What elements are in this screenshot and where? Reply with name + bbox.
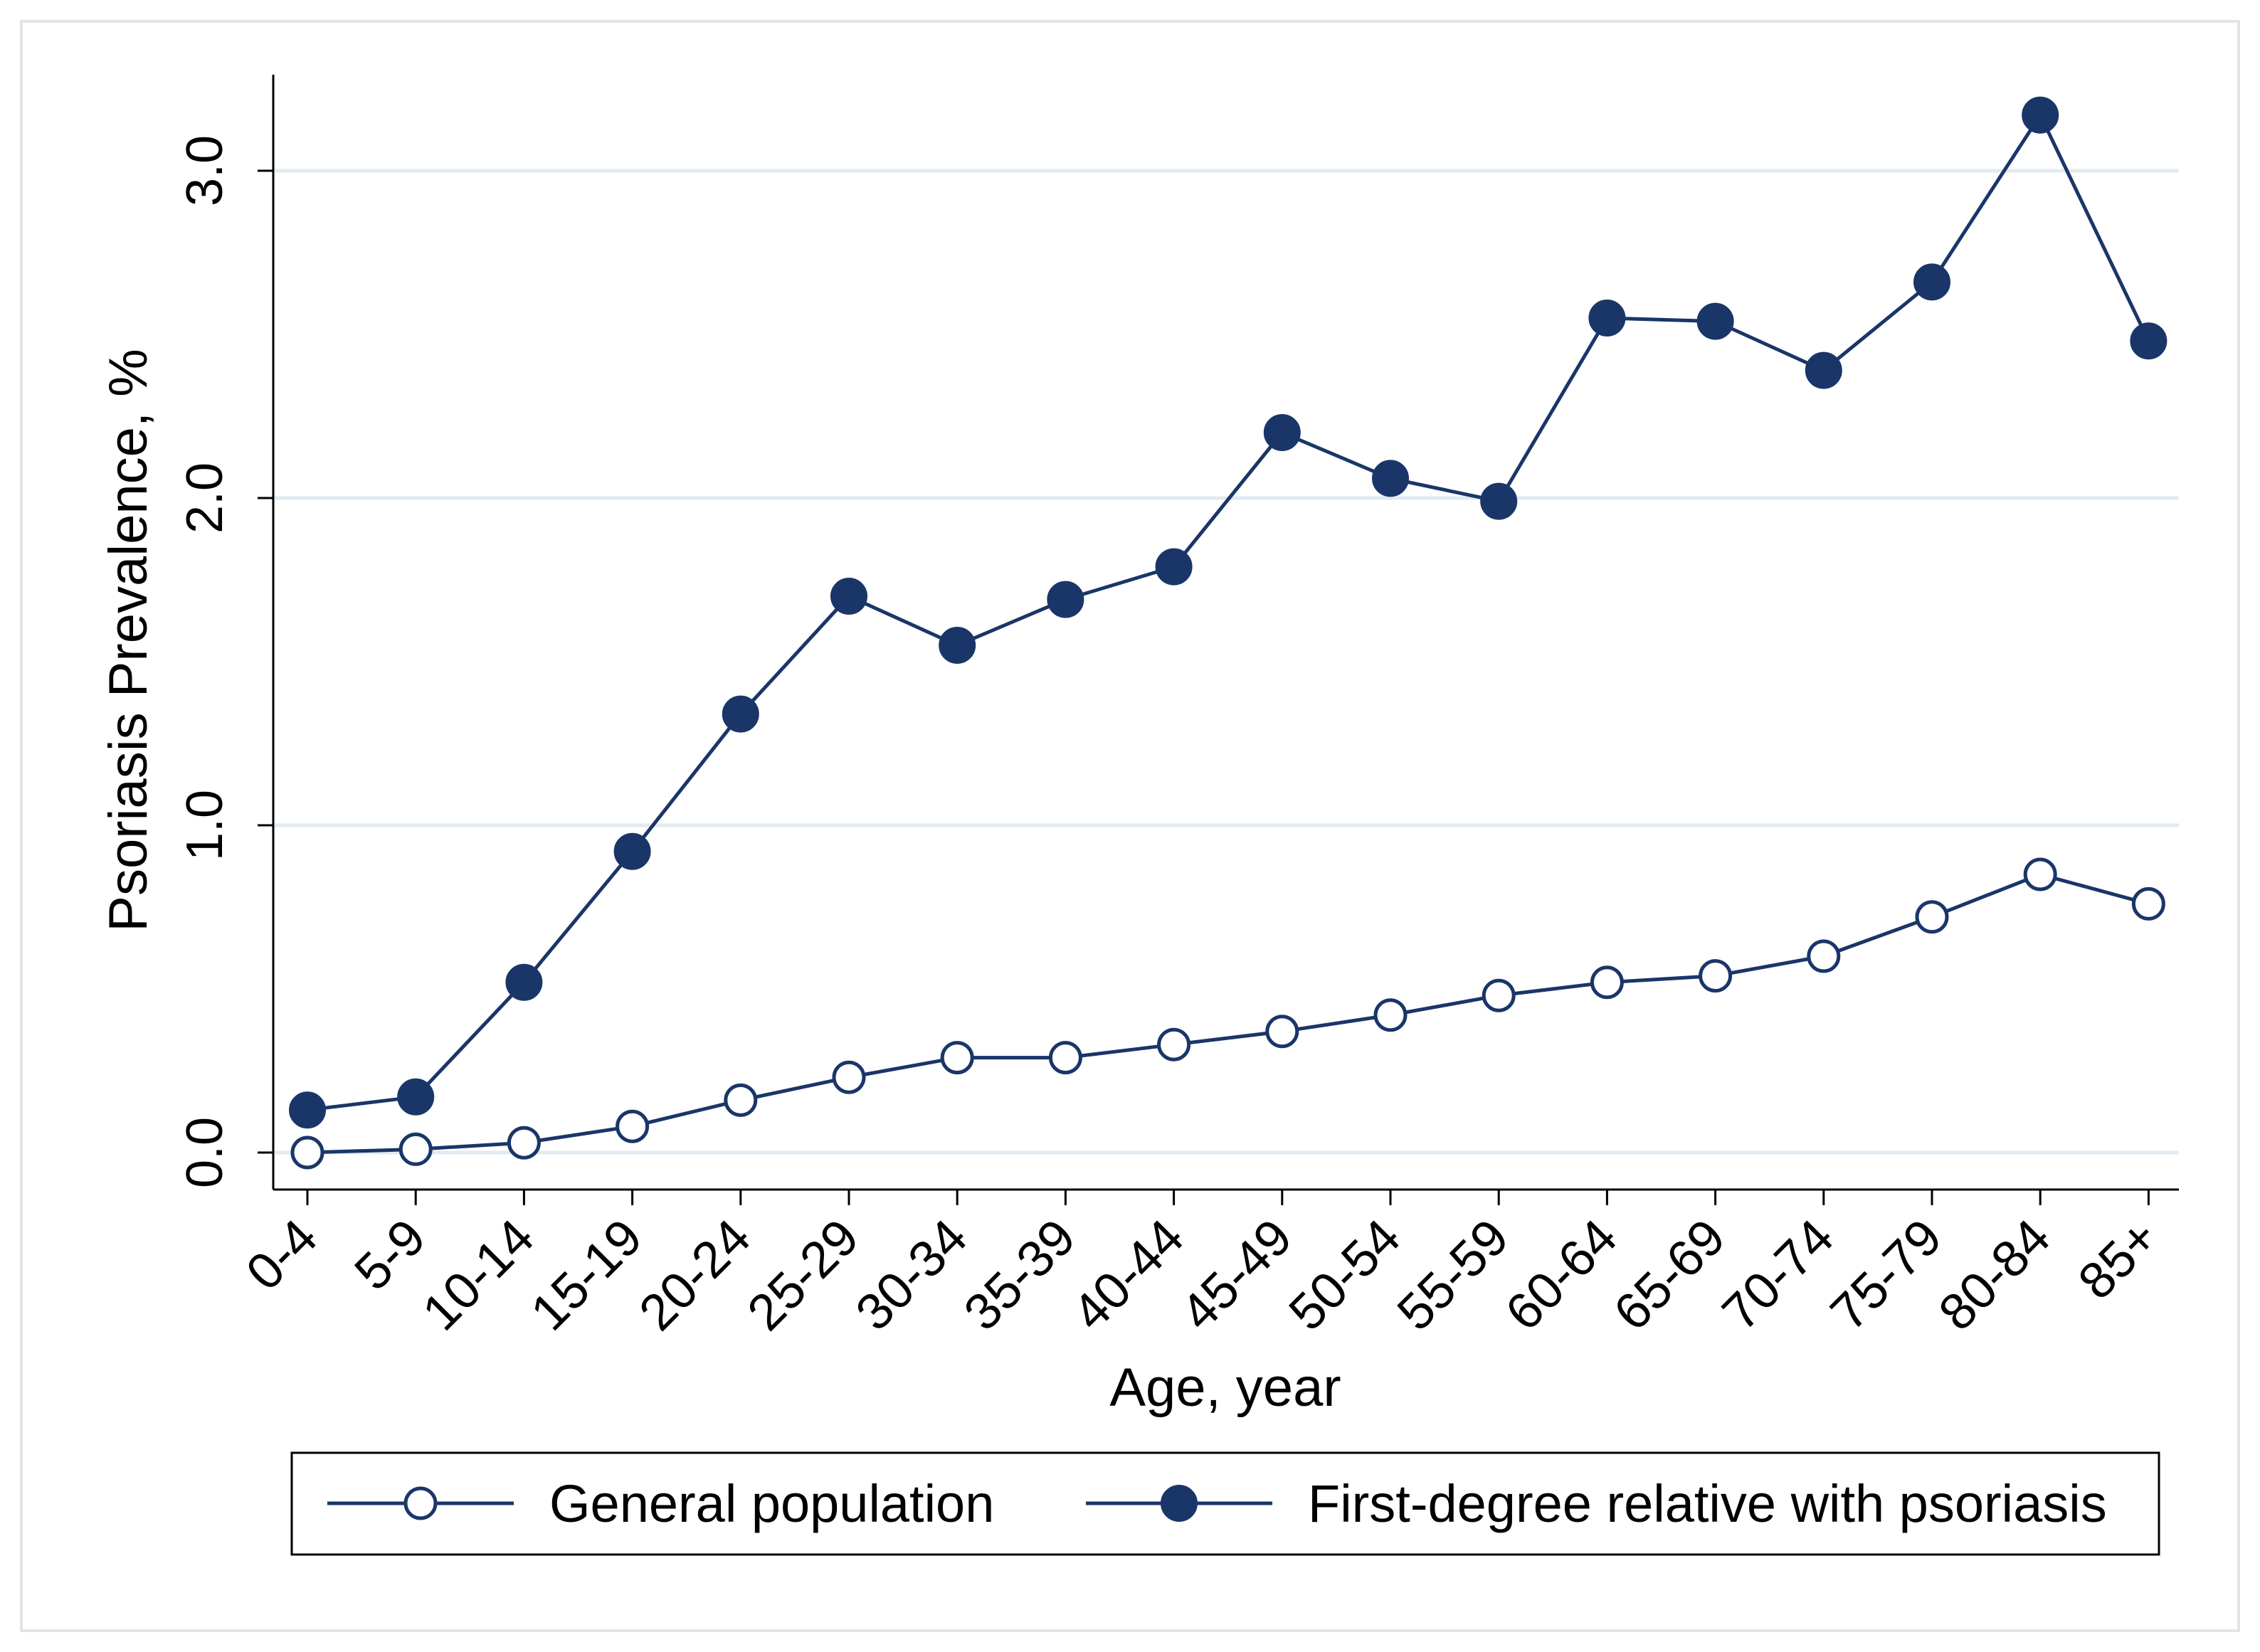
data-point (616, 1109, 650, 1143)
data-point (613, 832, 651, 870)
data-point (1373, 998, 1408, 1032)
data-point (830, 578, 867, 615)
data-point (289, 1091, 326, 1129)
series-layer (289, 96, 2167, 1170)
data-point (397, 1078, 435, 1116)
data-point (1588, 300, 1626, 337)
data-point (940, 1041, 974, 1075)
data-point (1482, 978, 1516, 1012)
data-point (724, 1083, 758, 1117)
data-point (1805, 351, 1842, 389)
data-point (2022, 96, 2059, 134)
data-point (2131, 886, 2165, 921)
data-point (1157, 1027, 1191, 1061)
legend-marker (403, 1486, 438, 1520)
grid-lines (273, 169, 2179, 1155)
y-tick-label: 3.0 (176, 135, 233, 206)
data-point (1807, 939, 1841, 973)
y-tick-label: 2.0 (176, 462, 233, 534)
data-point (1699, 959, 1733, 993)
data-point (1480, 482, 1518, 520)
data-point (1915, 900, 1949, 934)
data-point (2130, 322, 2167, 360)
data-point (505, 963, 543, 1001)
data-point (1155, 548, 1193, 586)
y-axis-title: Psoriasis Prevalence, % (98, 349, 159, 931)
data-point (2023, 857, 2057, 891)
y-tick-label: 0.0 (176, 1117, 233, 1188)
data-point (1047, 581, 1084, 618)
data-point (290, 1135, 324, 1170)
data-point (1372, 460, 1409, 497)
series-general-population (290, 857, 2165, 1170)
data-point (507, 1126, 541, 1160)
y-tick-label: 1.0 (176, 790, 233, 861)
data-point (398, 1132, 433, 1166)
legend-label: General population (549, 1474, 994, 1533)
data-point (1265, 1015, 1299, 1049)
data-point (1696, 302, 1734, 340)
data-point (832, 1060, 866, 1094)
data-point (722, 695, 759, 733)
series-line (307, 113, 2150, 1112)
data-point (939, 627, 976, 664)
x-axis-title: Age, year (1109, 1357, 1341, 1418)
data-point (1048, 1041, 1082, 1075)
data-point (1590, 965, 1624, 1000)
legend-label: First-degree relative with psoriasis (1308, 1474, 2107, 1533)
data-point (1263, 414, 1301, 451)
data-point (1913, 263, 1950, 301)
series-line (307, 872, 2150, 1155)
legend-marker (1161, 1485, 1198, 1522)
legend: General population First-degree relative … (290, 1451, 2160, 1556)
series-first-degree-relative (289, 96, 2167, 1129)
